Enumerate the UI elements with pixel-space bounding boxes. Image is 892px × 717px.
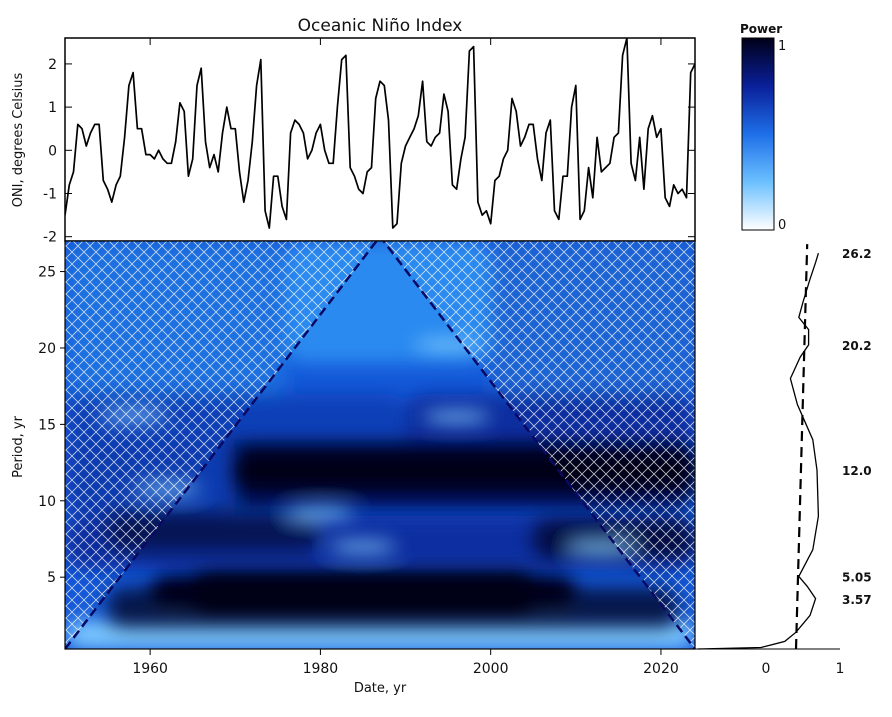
coi-dashed-line bbox=[65, 241, 695, 649]
oni-series-line bbox=[65, 38, 695, 229]
oni-y-tick-label: -1 bbox=[43, 186, 57, 202]
global-spectrum-line bbox=[697, 253, 820, 650]
coi-hatch-left bbox=[65, 241, 380, 649]
wavelet-light-spot bbox=[286, 507, 355, 519]
wavelet-x-tick-label: 1960 bbox=[132, 661, 168, 677]
oni-panel: Oceanic Niño Index 2 1 0 -1 -2 ONI, degrees … bbox=[11, 16, 696, 246]
wavelet-y-tick-label: 10 bbox=[38, 494, 56, 510]
colorbar-gradient bbox=[741, 37, 775, 231]
global-period-label: 3.57 bbox=[842, 593, 872, 607]
wavelet-y-tick-label: 25 bbox=[38, 265, 56, 281]
wavelet-y-tick-label: 20 bbox=[38, 341, 56, 357]
wavelet-x-axis: 1960 1980 2000 2020 bbox=[132, 649, 679, 677]
global-x-tick-label: 1 bbox=[836, 661, 845, 677]
global-period-label: 12.0 bbox=[842, 464, 872, 478]
global-period-label: 26.2 bbox=[842, 247, 872, 261]
global-x-tick-label: 0 bbox=[762, 661, 771, 677]
oni-x-ticks bbox=[149, 38, 662, 45]
wavelet-x-label: Date, yr bbox=[354, 681, 407, 696]
coi-hatch-right bbox=[380, 241, 695, 649]
colorbar-min-label: 0 bbox=[778, 218, 786, 233]
global-period-label: 20.2 bbox=[842, 339, 872, 353]
oni-y-tick-label: 0 bbox=[48, 143, 57, 159]
wavelet-x-tick-label: 2020 bbox=[643, 661, 679, 677]
wavelet-power-maximum bbox=[107, 587, 678, 628]
wavelet-light-spot bbox=[422, 410, 491, 423]
wavelet-y-label: Period, yr bbox=[11, 415, 26, 477]
wavelet-y-tick-label: 5 bbox=[47, 570, 56, 586]
oni-y-tick-label: 2 bbox=[48, 57, 57, 73]
oni-title: Oceanic Niño Index bbox=[298, 16, 463, 36]
wavelet-panel: 5 10 15 20 25 1960 1980 2000 2020 Date, yr Peri… bbox=[11, 240, 696, 696]
wavelet-plot-frame bbox=[64, 240, 696, 650]
colorbar-title: Power bbox=[740, 22, 782, 36]
wavelet-x-tick-label: 2000 bbox=[473, 661, 509, 677]
oni-y-tick-label: 1 bbox=[48, 100, 57, 116]
global-period-label: 5.05 bbox=[842, 570, 872, 584]
power-colorbar: Power 1 0 bbox=[740, 22, 786, 233]
wavelet-light-spot bbox=[328, 540, 397, 553]
oni-y-axis: 2 1 0 -1 -2 bbox=[43, 57, 695, 246]
oni-y-label: ONI, degrees Celsius bbox=[11, 72, 26, 207]
oni-y-tick-label: -2 bbox=[43, 230, 57, 246]
colorbar-max-label: 1 bbox=[778, 39, 786, 54]
wavelet-y-tick-label: 15 bbox=[38, 417, 56, 433]
wavelet-y-axis: 5 10 15 20 25 bbox=[38, 265, 65, 586]
oni-plot-frame bbox=[64, 37, 696, 242]
wavelet-x-tick-label: 1980 bbox=[303, 661, 339, 677]
global-period-labels: 26.2 20.2 12.0 5.05 3.57 bbox=[842, 247, 872, 607]
global-significance-line bbox=[794, 244, 809, 650]
